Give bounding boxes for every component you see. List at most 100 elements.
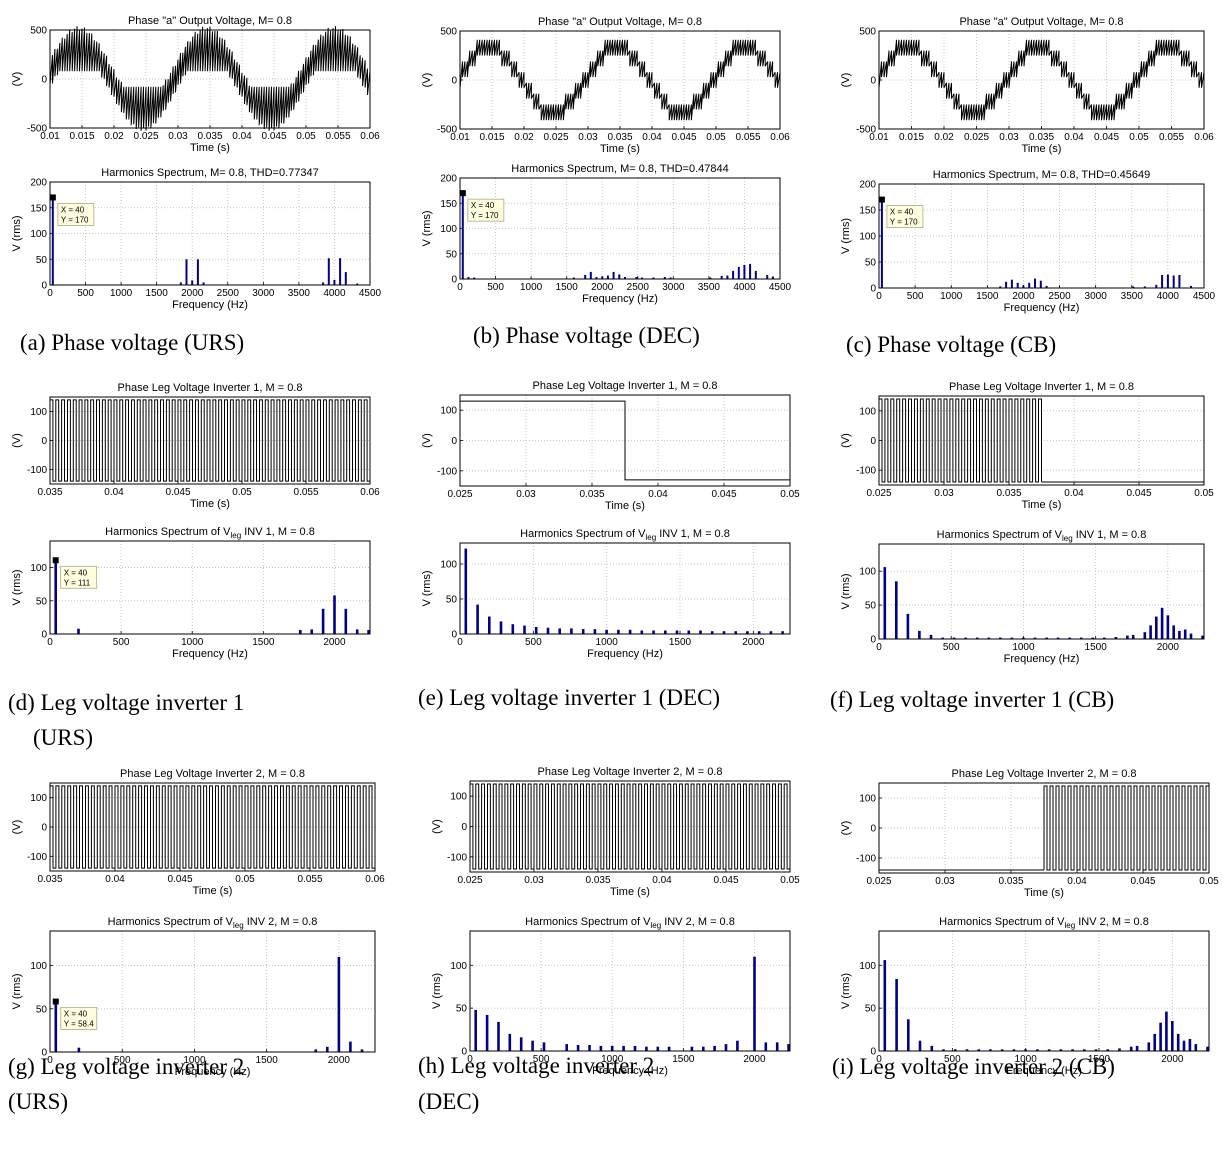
voltage-title: Phase "a" Output Voltage, M= 0.8 <box>128 15 292 27</box>
spectrum-bar <box>1033 637 1037 639</box>
spectrum-plot-area <box>879 544 1204 639</box>
spectrum-xtick-label: 500 <box>943 642 960 653</box>
voltage-ytick-label: -100 <box>856 854 876 865</box>
voltage-xtick-label: 0.06 <box>770 132 790 143</box>
spectrum-bar <box>1034 278 1036 288</box>
spectrum-bar <box>531 1040 534 1051</box>
spectrum-xtick-label: 1500 <box>976 291 999 302</box>
spectrum-bar <box>726 275 729 279</box>
spectrum-bar <box>787 1044 790 1051</box>
spectrum-ytick-label: 0 <box>870 284 876 295</box>
spectrum-bar <box>720 276 723 279</box>
datatip-x: X = 40 <box>890 208 914 217</box>
spectrum-xtick-label: 3000 <box>662 282 685 293</box>
spectrum-ytick-label: 0 <box>451 630 457 641</box>
voltage-xtick-label: 0.06 <box>1194 132 1214 143</box>
voltage-ytick-label: -500 <box>437 125 457 136</box>
voltage-xtick-label: 0.055 <box>297 874 322 885</box>
spectrum-bar <box>511 624 515 634</box>
spectrum-title-subscript: leg <box>233 921 244 930</box>
spectrum-bar <box>612 271 615 279</box>
spectrum-bar <box>1047 1049 1051 1051</box>
voltage-xtick-label: 0.03 <box>578 132 598 143</box>
spectrum-bar <box>339 258 342 285</box>
spectrum-bar <box>1056 637 1060 639</box>
spectrum-bar <box>1071 1049 1074 1051</box>
voltage-xlabel: Time (s) <box>1022 499 1062 511</box>
voltage-xtick-label: 0.05 <box>780 489 800 500</box>
spectrum-bar <box>1189 633 1193 639</box>
voltage-xtick-label: 0.035 <box>996 488 1021 499</box>
spectrum-bar <box>572 277 575 279</box>
spectrum-bar <box>895 581 898 639</box>
voltage-ytick-label: 0 <box>870 824 876 835</box>
spectrum-ytick-label: 0 <box>870 1047 876 1058</box>
spectrum-bar <box>327 258 330 285</box>
spectrum-bar <box>743 264 746 279</box>
spectrum-plot-area <box>879 931 1209 1051</box>
voltage-ylabel: (V) <box>11 820 23 835</box>
spectrum-bar <box>51 197 54 285</box>
spectrum-bar <box>1132 286 1135 288</box>
spectrum-ytick-label: 50 <box>456 1004 468 1015</box>
voltage-trace <box>49 26 371 131</box>
spectrum-xlabel: Frequency (Hz) <box>592 1065 668 1077</box>
spectrum-xtick-label: 4000 <box>1157 291 1180 302</box>
spectrum-xtick-label: 1000 <box>1015 1054 1038 1065</box>
spectrum-bar <box>652 630 655 634</box>
spectrum-title: Harmonics Spectrum of Vleg INV 1, M = 0.… <box>937 529 1147 543</box>
spectrum-bar <box>1178 630 1181 639</box>
voltage-ylabel: (V) <box>11 72 23 87</box>
voltage-xtick-label: 0.04 <box>642 132 662 143</box>
spectrum-ytick-label: 100 <box>859 567 876 578</box>
spectrum-bar <box>1165 1011 1168 1051</box>
spectrum-ytick-label: 50 <box>36 596 48 607</box>
voltage-ytick-label: -100 <box>447 852 467 863</box>
voltage-ylabel: (V) <box>421 433 433 448</box>
spectrum-bar <box>1091 637 1095 639</box>
spectrum-axes-frame <box>459 177 781 280</box>
spectrum-bar <box>1045 637 1048 639</box>
spectrum-xlabel: Frequency (Hz) <box>587 648 663 660</box>
spectrum-xtick-label: 2000 <box>1161 1054 1184 1065</box>
spectrum-bar <box>1135 1045 1139 1051</box>
spectrum-bar <box>641 277 643 279</box>
panel-h: Phase Leg Voltage Inverter 2, M = 0.8 0.0… <box>418 766 800 1114</box>
voltage-ytick-label: 100 <box>859 794 876 805</box>
spectrum-xtick-label: 2500 <box>217 288 240 299</box>
spectrum-bar <box>605 629 608 634</box>
voltage-axes-frame <box>469 780 791 873</box>
spectrum-title-tail: INV 2, M = 0.8 <box>1075 916 1149 928</box>
spectrum-xtick-label: 4000 <box>733 282 756 293</box>
spectrum-xlabel: Frequency (Hz) <box>1004 302 1080 314</box>
voltage-ytick-label: -500 <box>856 125 876 136</box>
spectrum-xtick-label: 4500 <box>769 282 792 293</box>
spectrum-ytick-label: 50 <box>36 255 48 266</box>
spectrum-ytick-label: 100 <box>440 224 457 235</box>
spectrum-bar <box>1153 1033 1156 1051</box>
voltage-trace <box>459 39 781 121</box>
voltage-xtick-label: 0.025 <box>133 131 158 142</box>
datatip-marker <box>52 998 59 1005</box>
spectrum-bar <box>964 637 967 639</box>
spectrum-xtick-label: 500 <box>907 291 924 302</box>
panel-caption: (g) Leg voltage inverter 2 <box>8 1054 244 1079</box>
spectrum-bar <box>722 631 726 634</box>
spectrum-bar <box>652 277 655 279</box>
spectrum-bar <box>202 282 205 285</box>
spectrum-ytick-label: 0 <box>870 635 876 646</box>
spectrum-bar <box>1161 275 1164 288</box>
voltage-title: Phase Leg Voltage Inverter 1, M = 0.8 <box>118 382 303 394</box>
voltage-xtick-label: 0.01 <box>869 132 889 143</box>
voltage-xtick-label: 0.025 <box>866 876 891 887</box>
spectrum-ytick-label: 100 <box>440 560 457 571</box>
spectrum-bar <box>1206 1046 1209 1051</box>
spectrum-ylabel: V (rms) <box>840 973 852 1009</box>
spectrum-bar <box>519 1037 523 1051</box>
voltage-xtick-label: 0.035 <box>197 131 222 142</box>
spectrum-bar <box>699 630 702 634</box>
spectrum-axes-frame <box>878 183 1205 289</box>
voltage-xtick-label: 0.045 <box>713 875 738 886</box>
voltage-xtick-label: 0.04 <box>105 874 125 885</box>
voltage-xtick-label: 0.06 <box>360 131 380 142</box>
